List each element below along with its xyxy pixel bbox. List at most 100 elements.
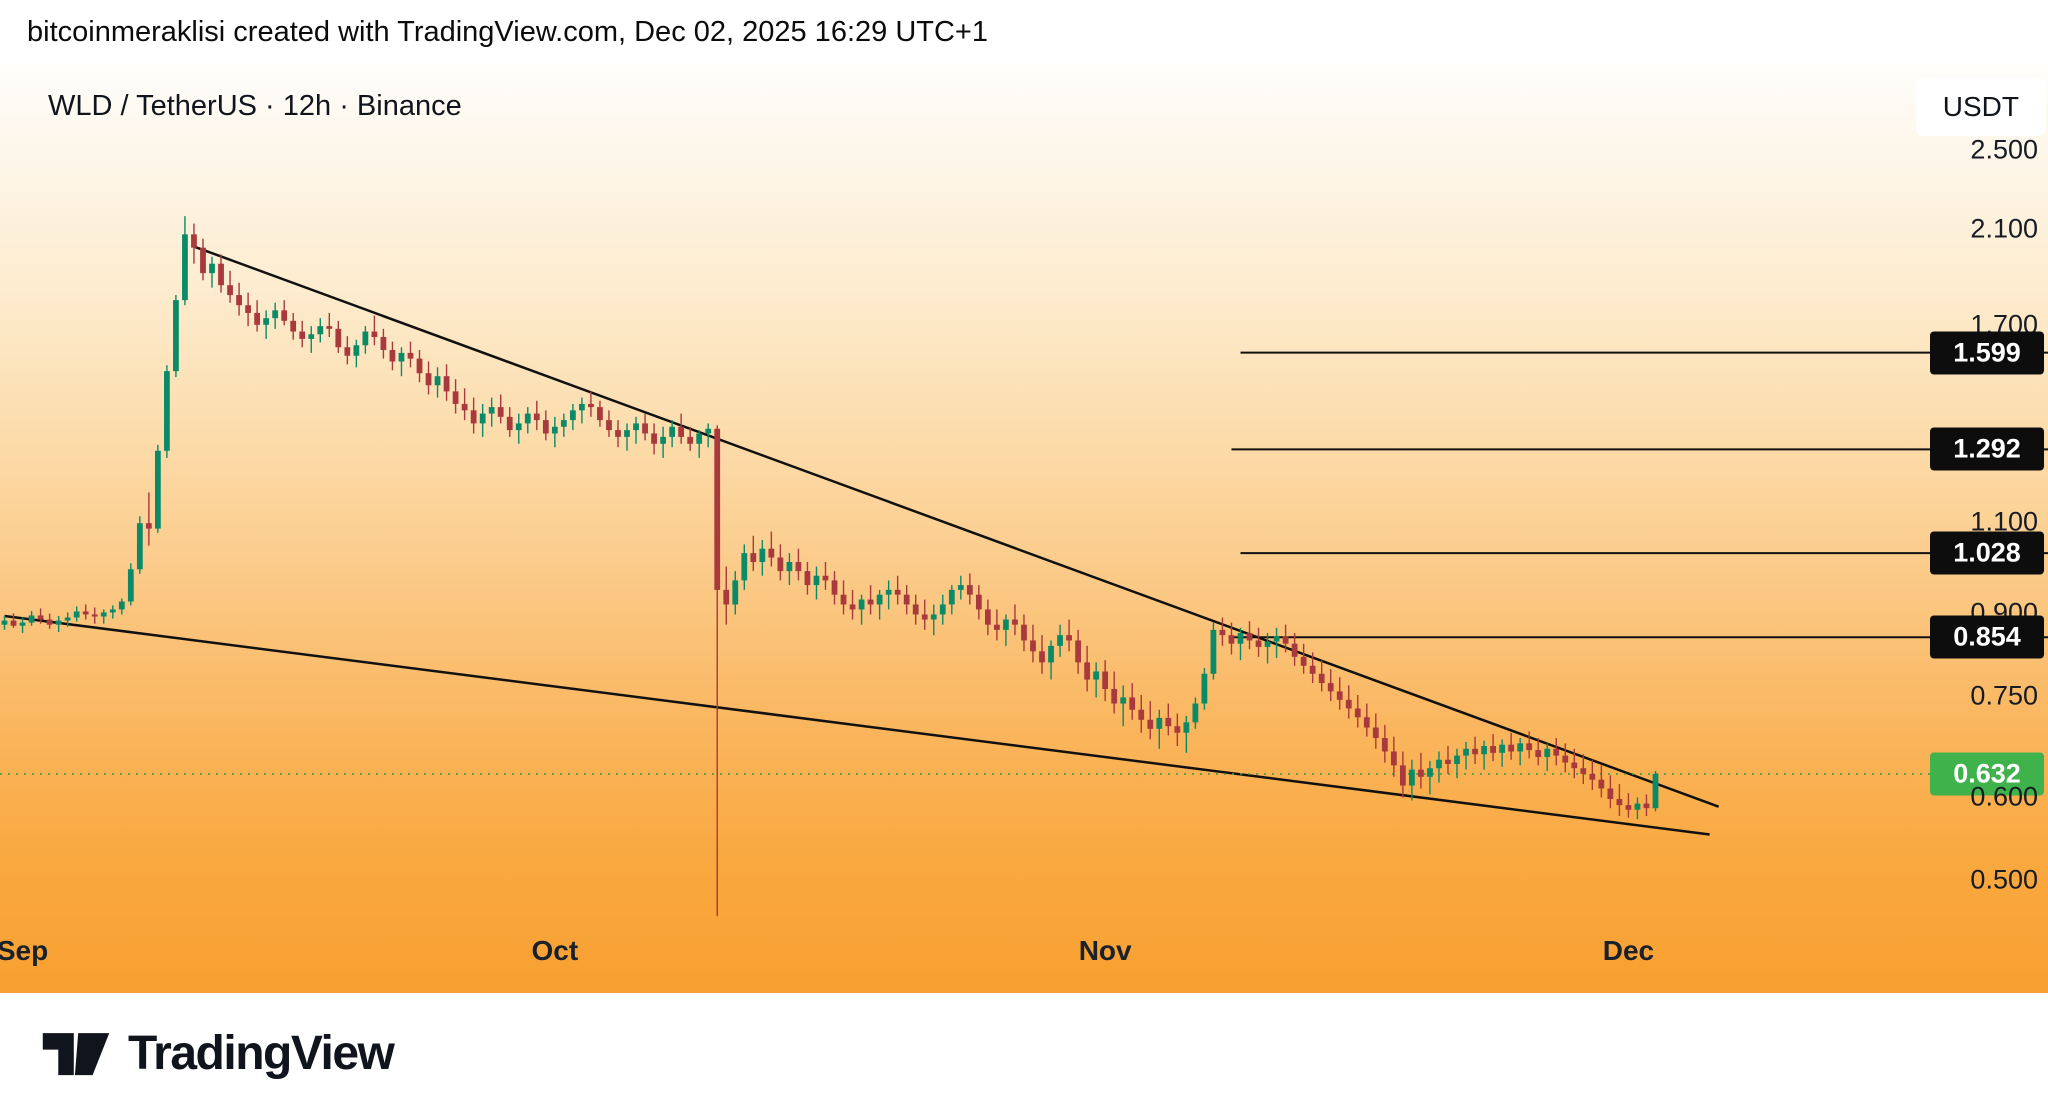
candle-body — [290, 320, 297, 332]
candle-body — [1634, 803, 1641, 810]
candle-body — [858, 599, 865, 610]
candle-body — [822, 575, 829, 581]
candle-body — [994, 624, 1000, 630]
candle-body — [443, 376, 450, 392]
candle-body — [651, 433, 657, 444]
candle-body — [1381, 738, 1388, 752]
candle-body — [1508, 744, 1515, 752]
candle-body — [930, 614, 937, 620]
candle-body — [524, 413, 531, 424]
candle-body — [759, 548, 766, 563]
candle-body — [1156, 717, 1163, 729]
candle-body — [1228, 635, 1235, 644]
candle-body — [849, 604, 856, 610]
candle-body — [678, 426, 685, 437]
candle-body — [633, 423, 639, 431]
candle-body — [723, 589, 730, 605]
candle-body — [795, 562, 802, 572]
candle-body — [542, 420, 549, 434]
candle-body — [1418, 769, 1424, 777]
upper-wedge-line[interactable] — [193, 245, 1720, 808]
candle-body — [317, 326, 324, 335]
candle-body — [191, 234, 197, 248]
attribution-bar: bitcoinmeraklisi created with TradingVie… — [0, 0, 2048, 64]
candle-body — [579, 403, 585, 411]
candle-body — [1399, 765, 1406, 786]
candle-body — [245, 305, 251, 313]
candle-body — [894, 589, 901, 595]
candle-body — [1589, 773, 1596, 780]
candle-body — [1580, 768, 1587, 774]
candle-body — [434, 376, 441, 386]
candle-body — [1093, 671, 1100, 680]
candle-body — [921, 614, 928, 620]
candle-body — [957, 585, 964, 590]
candle-body — [876, 594, 883, 605]
candle-body — [236, 295, 242, 306]
candle-body — [1652, 773, 1659, 809]
candle-body — [642, 423, 648, 434]
attribution-text: bitcoinmeraklisi created with TradingVie… — [27, 15, 988, 48]
candle-body — [1354, 708, 1361, 718]
candle-body — [1300, 656, 1307, 666]
candle-body — [1012, 619, 1018, 625]
candle-body — [407, 352, 414, 359]
candle-body — [1183, 722, 1190, 733]
candle-body — [145, 523, 152, 529]
candle-body — [1436, 759, 1442, 769]
tradingview-logo[interactable]: TradingView — [40, 1022, 395, 1084]
candle-body — [786, 562, 793, 572]
candle-body — [326, 326, 333, 329]
price-chart-canvas[interactable] — [0, 64, 2048, 993]
candle-body — [1499, 744, 1506, 753]
candle-body — [939, 604, 946, 615]
candle-body — [1598, 779, 1605, 789]
candle-body — [840, 594, 847, 605]
candle-body — [1237, 633, 1244, 644]
candle-body — [1111, 689, 1118, 704]
candle-body — [885, 589, 892, 595]
candle-body — [1643, 803, 1650, 809]
candle-body — [867, 599, 874, 605]
candle-body — [1291, 643, 1298, 657]
candle-body — [1372, 727, 1379, 739]
candle-body — [19, 622, 26, 626]
candle-body — [1463, 748, 1469, 756]
candle-body — [218, 263, 224, 286]
lower-wedge-line[interactable] — [4, 614, 1710, 836]
candle-body — [28, 615, 35, 623]
candle-body — [1129, 697, 1136, 710]
candle-body — [1345, 699, 1352, 709]
candle-body — [506, 416, 513, 431]
candle-body — [1409, 769, 1415, 786]
footer: TradingView — [0, 993, 2048, 1113]
candle-body — [344, 347, 351, 356]
candle-body — [200, 247, 206, 274]
currency-unit-button[interactable]: USDT — [1915, 78, 2046, 136]
candle-body — [127, 569, 134, 602]
candle-body — [1544, 748, 1551, 757]
candle-body — [1363, 717, 1370, 728]
candle-body — [831, 580, 838, 595]
candle-body — [1571, 762, 1578, 769]
candle-body — [1066, 635, 1072, 641]
candle-body — [569, 410, 576, 421]
candle-body — [452, 391, 459, 404]
candle-body — [380, 336, 387, 351]
candle-body — [732, 580, 739, 605]
candle-body — [272, 310, 279, 319]
candle-body — [82, 611, 89, 615]
candle-body — [1, 620, 8, 625]
candle-body — [461, 403, 468, 411]
tradingview-logo-text: TradingView — [128, 1026, 395, 1080]
candle-body — [606, 420, 612, 431]
candle-body — [362, 331, 369, 346]
tradingview-logo-icon — [42, 1033, 110, 1076]
candle-body — [1273, 636, 1280, 642]
candle-body — [488, 407, 495, 414]
candle-body — [624, 430, 630, 437]
candle-body — [470, 410, 477, 424]
candle-body — [533, 413, 540, 421]
candle-body — [750, 553, 757, 563]
candle-body — [1427, 768, 1433, 777]
